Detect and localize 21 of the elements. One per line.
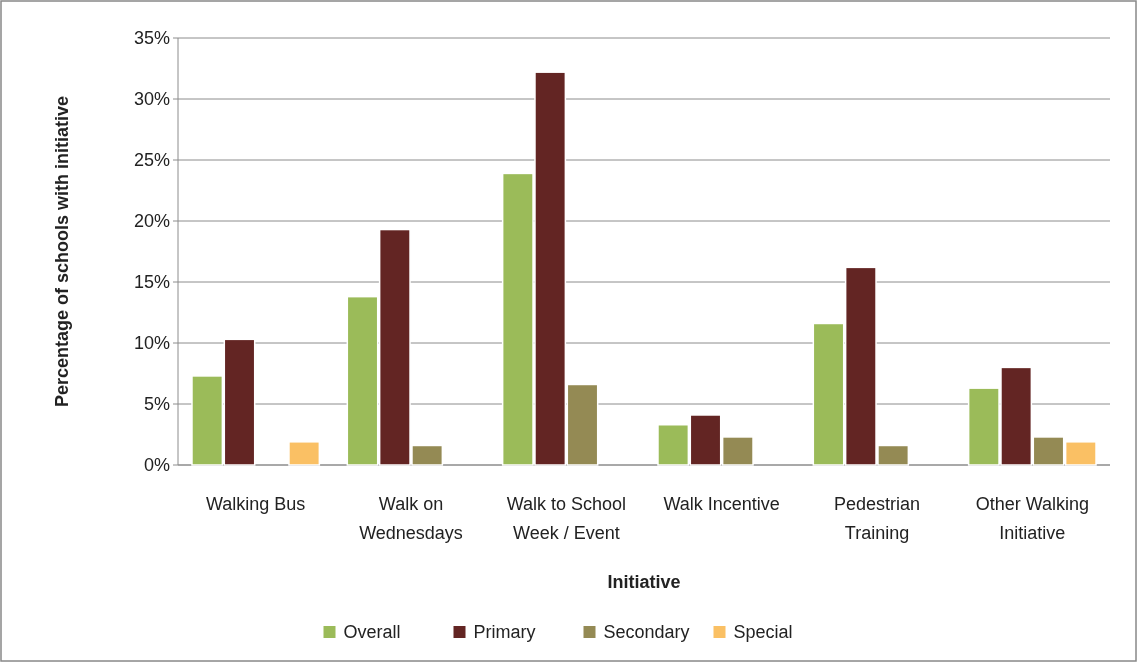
y-tick-label: 20% bbox=[133, 211, 170, 232]
x-tick-label: Walk to School Week / Event bbox=[506, 494, 627, 543]
legend-label: Special bbox=[733, 622, 793, 643]
y-tick-label: 35% bbox=[133, 28, 170, 49]
y-axis-title: Percentage of schools with initiative bbox=[52, 95, 72, 408]
y-tick-label: 25% bbox=[133, 150, 170, 171]
y-tick-label: 5% bbox=[143, 394, 170, 415]
x-axis-title: Initiative bbox=[607, 572, 681, 592]
y-tick-label: 15% bbox=[133, 272, 170, 293]
bar bbox=[288, 441, 321, 466]
x-tick-label: Other Walking Initiative bbox=[975, 494, 1090, 543]
x-tick-label: Walk on Wednesdays bbox=[359, 494, 463, 543]
y-tick-label: 10% bbox=[133, 333, 170, 354]
y-tick-label: 0% bbox=[143, 455, 170, 476]
x-tick-label: Pedestrian Training bbox=[833, 494, 921, 543]
x-tick-label: Walk Incentive bbox=[663, 494, 780, 514]
x-tick-label: Walking Bus bbox=[205, 494, 306, 514]
y-tick-label: 30% bbox=[133, 89, 170, 110]
legend-label: Secondary bbox=[603, 622, 690, 643]
legend-label: Overall bbox=[343, 622, 401, 643]
legend-label: Primary bbox=[473, 622, 536, 643]
